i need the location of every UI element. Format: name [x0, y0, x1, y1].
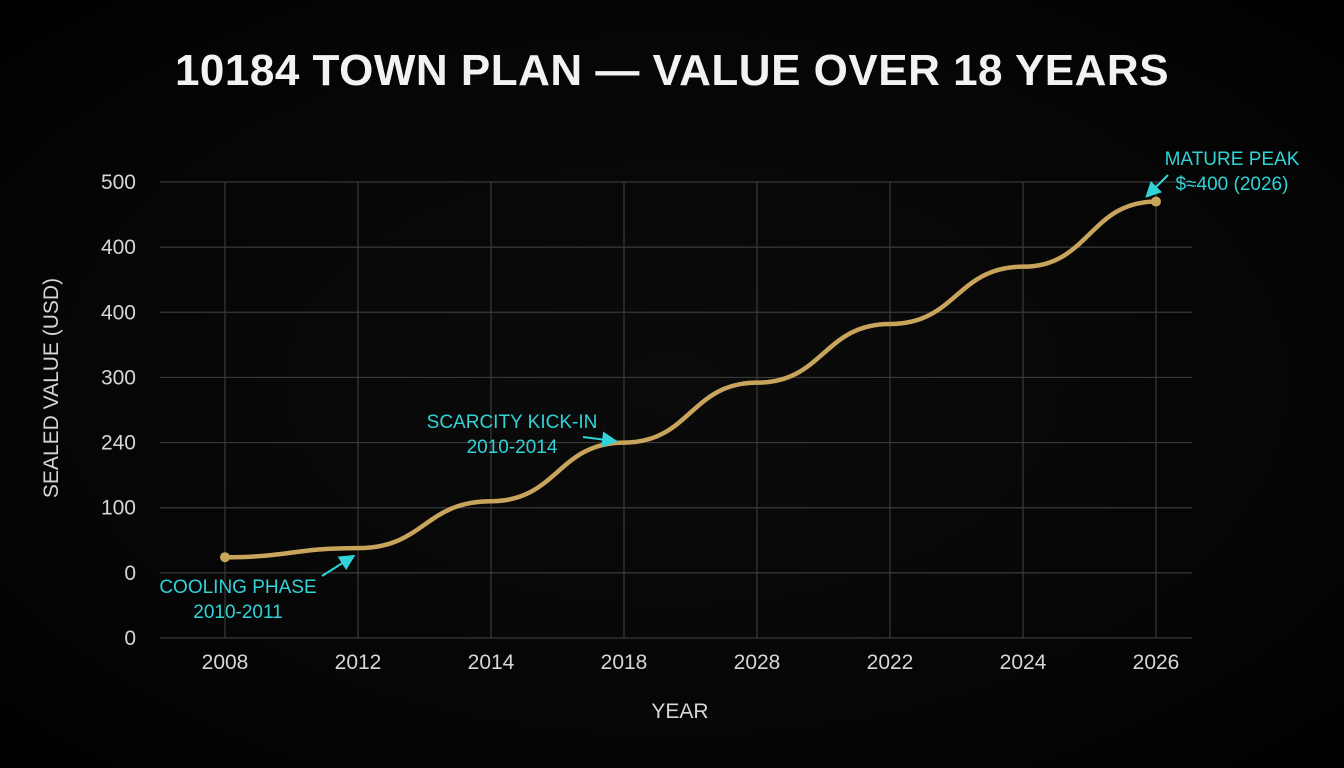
y-tick-label: 300 — [101, 366, 136, 389]
annotation-label: $≈400 (2026) — [1176, 174, 1289, 195]
y-tick-label: 0 — [124, 627, 136, 650]
x-axis-label: YEAR — [651, 700, 708, 723]
annotation-label: 2010-2014 — [467, 437, 558, 458]
annotation-label: SCARCITY KICK-IN — [427, 412, 598, 433]
annotation-arrow — [582, 431, 618, 448]
y-tick-label: 400 — [101, 301, 136, 324]
annotation-label: MATURE PEAK — [1165, 149, 1300, 170]
y-tick-label: 0 — [124, 562, 136, 585]
series — [220, 196, 1161, 563]
x-tick-label: 2024 — [1000, 651, 1047, 674]
y-tick-label: 100 — [101, 497, 136, 520]
annotation-label: 2010-2011 — [193, 602, 282, 623]
x-tick-label: 2018 — [601, 651, 648, 674]
tick-labels: 0 0 100 240 300 400 400 500 2008 2012 2014 2018 2028… — [101, 171, 1179, 674]
x-tick-label: 2026 — [1133, 651, 1180, 674]
x-tick-label: 2008 — [202, 651, 249, 674]
chart-title: 10184 TOWN PLAN — VALUE OVER 18 YEARS — [174, 46, 1170, 95]
annotation-arrow — [321, 554, 356, 577]
data-point — [1151, 196, 1161, 207]
annotation-arrow — [1145, 174, 1169, 198]
data-point — [220, 552, 230, 563]
y-tick-label: 500 — [101, 171, 136, 194]
x-tick-label: 2014 — [468, 651, 515, 674]
annotations: COOLING PHASE 2010-2011 SCARCITY KICK-IN 20… — [159, 149, 1299, 623]
x-tick-label: 2028 — [734, 651, 781, 674]
y-tick-label: 400 — [101, 236, 136, 259]
series-line — [222, 199, 1159, 560]
y-tick-label: 240 — [101, 432, 136, 455]
y-axis-label: SEALED VALUE (USD) — [40, 278, 63, 498]
grid — [160, 181, 1192, 639]
annotation-label: COOLING PHASE — [159, 577, 316, 598]
x-tick-label: 2012 — [335, 651, 382, 674]
x-tick-label: 2022 — [867, 651, 914, 674]
